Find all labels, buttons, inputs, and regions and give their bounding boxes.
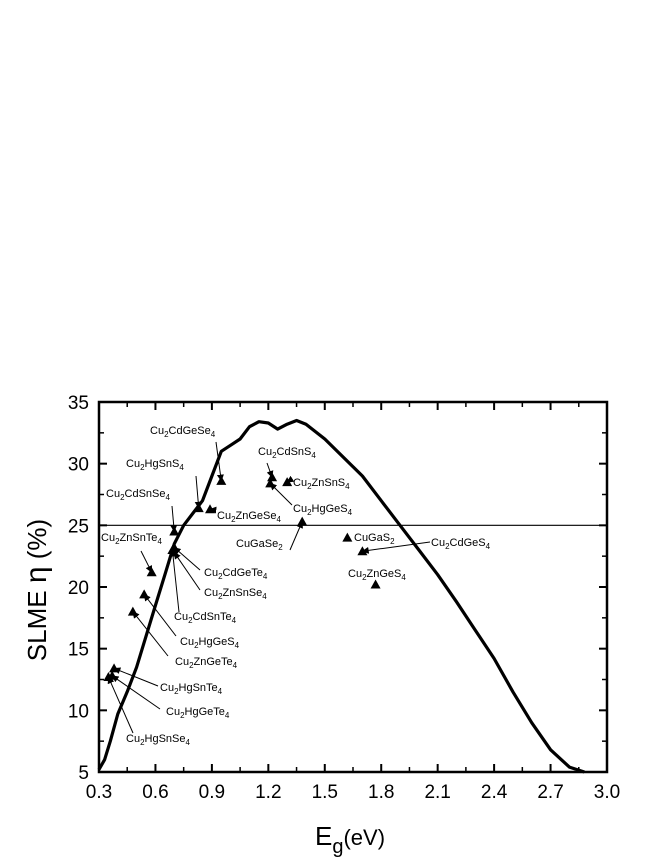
material-label: Cu2ZnSnSe4 — [204, 587, 267, 601]
material-label: Cu2HgSnTe4 — [160, 682, 223, 696]
material-label: Cu2HgGeTe4 — [166, 706, 230, 720]
data-point — [297, 516, 308, 526]
x-tick-label: 0.3 — [86, 782, 112, 803]
material-arrow — [173, 551, 201, 591]
material-label: Cu2HgGeS4 — [180, 636, 240, 650]
slme-curve — [97, 418, 585, 774]
material-label: CuGaSe2 — [236, 538, 283, 552]
material-label: Cu2HgSnS4 — [126, 458, 184, 472]
material-label: Cu2ZnGeS4 — [348, 568, 406, 582]
x-tick-label: 2.1 — [424, 782, 450, 803]
data-point — [127, 606, 138, 616]
y-tick-label: 35 — [68, 393, 89, 414]
y-tick-label: 10 — [68, 701, 89, 722]
material-label: Cu2ZnGeTe4 — [175, 656, 238, 670]
material-labels-layer: Cu2CdGeSe4 Cu2HgSnS4 Cu2CdSnSe4 Cu2ZnSnTe4 C… — [101, 425, 491, 747]
material-label: Cu2CdGeS4 — [431, 537, 491, 551]
material-arrow — [266, 462, 274, 478]
material-arrow — [113, 667, 159, 687]
material-label: Cu2ZnSnTe4 — [101, 532, 162, 546]
y-axis-label: SLME η (%) — [20, 519, 53, 661]
data-point — [342, 532, 353, 542]
material-arrow — [194, 475, 202, 509]
x-tick-label: 0.6 — [142, 782, 168, 803]
material-label: Cu2ZnGeSe4 — [217, 510, 281, 524]
material-arrow — [289, 520, 303, 551]
material-arrow — [169, 549, 180, 613]
material-arrow — [286, 475, 295, 483]
ticks-layer: 0.3 0.6 0.9 1.2 1.5 1.8 2.1 2.4 2.7 3.0 5 10 15 20 25 3… — [68, 393, 620, 803]
material-label: Cu2CdGeSe4 — [150, 425, 216, 439]
y-tick-label: 5 — [78, 763, 89, 784]
y-tick-label: 20 — [68, 578, 89, 599]
x-tick-label: 0.9 — [199, 782, 225, 803]
material-label: Cu2CdSnTe4 — [174, 611, 237, 625]
material-label: Cu2CdSnS4 — [258, 446, 316, 460]
x-tick-label: 3.0 — [594, 782, 620, 803]
y-tick-label: 25 — [68, 516, 89, 537]
material-arrow — [107, 676, 134, 734]
x-tick-label: 1.5 — [312, 782, 338, 803]
material-label: Cu2HgGeS4 — [293, 503, 353, 517]
material-arrow — [215, 441, 224, 482]
data-point — [139, 589, 150, 599]
data-point — [205, 504, 216, 514]
material-label: CuGaS2 — [354, 532, 395, 546]
x-axis-label: Eg(eV) — [315, 821, 385, 858]
data-point — [109, 663, 120, 673]
x-tick-label: 1.2 — [255, 782, 281, 803]
x-tick-label: 1.8 — [368, 782, 394, 803]
material-label: Cu2HgSnSe4 — [126, 733, 191, 747]
material-arrow — [269, 482, 293, 506]
material-label: Cu2CdGeTe4 — [204, 567, 268, 581]
y-tick-label: 30 — [68, 455, 89, 476]
material-arrow — [111, 675, 161, 710]
material-arrow — [170, 505, 178, 533]
material-arrow — [173, 547, 201, 571]
x-tick-label: 2.4 — [481, 782, 508, 803]
material-label: Cu2ZnSnS4 — [293, 477, 350, 491]
data-point — [370, 579, 381, 589]
x-tick-label: 2.7 — [537, 782, 563, 803]
material-arrow — [209, 506, 217, 514]
material-label: Cu2CdSnSe4 — [106, 488, 171, 502]
material-arrow — [132, 611, 169, 657]
slme-curve-layer — [97, 418, 585, 774]
y-tick-label: 15 — [68, 640, 89, 661]
material-arrow — [361, 541, 431, 554]
material-arrow — [140, 550, 153, 573]
material-arrow — [143, 593, 177, 637]
